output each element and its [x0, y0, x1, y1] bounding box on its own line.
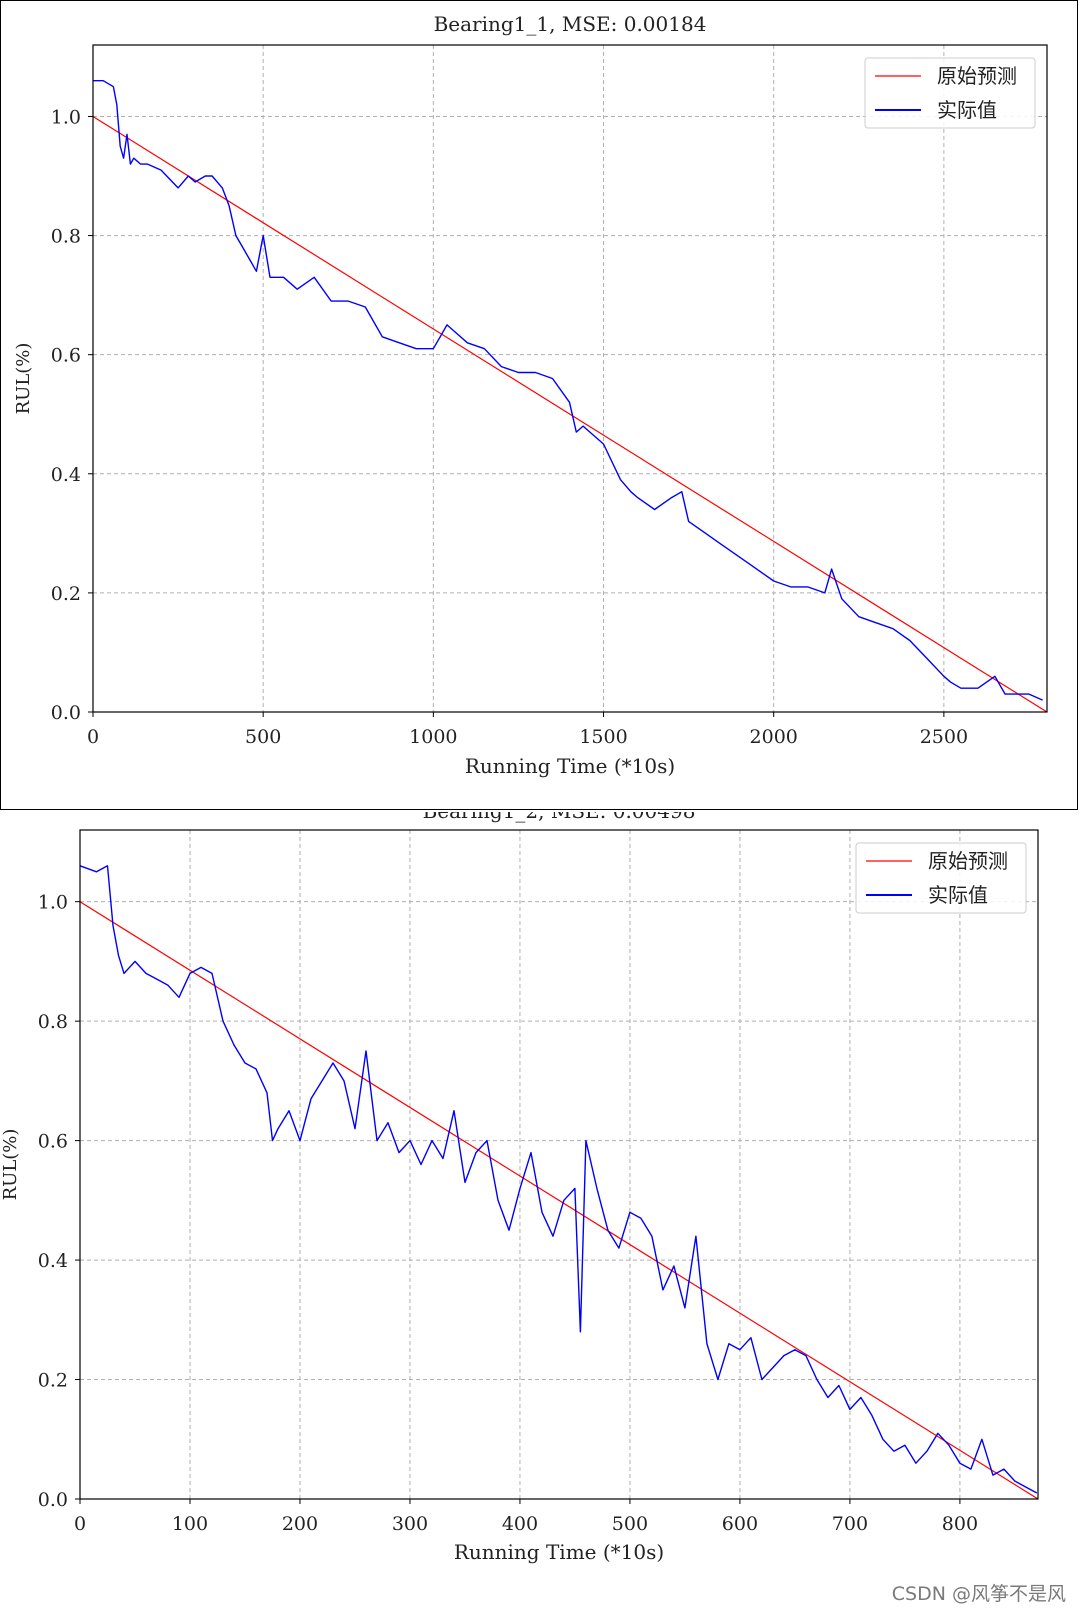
x-tick-label: 600: [722, 1513, 758, 1535]
legend-label: 实际值: [937, 98, 997, 122]
legend-label: 原始预测: [937, 64, 1017, 88]
y-tick-label: 0.0: [51, 702, 81, 724]
x-tick-label: 1500: [579, 726, 627, 748]
series-line-prediction: [92, 115, 1048, 713]
plot-frame: [92, 44, 1048, 713]
y-tick-label: 1.0: [51, 106, 81, 128]
y-tick-label: 0.4: [38, 1250, 68, 1272]
legend-label: 实际值: [928, 883, 988, 907]
x-tick-label: 500: [245, 726, 281, 748]
watermark: CSDN @风筝不是风: [891, 1583, 1066, 1605]
chart-bearing1-1: 0 500 1000 1500 2000 2500 0.0 0.2 0.4 0.6 0.8 1.0 Be…: [13, 12, 1048, 778]
x-tick-label: 400: [502, 1513, 538, 1535]
grid: [93, 45, 1047, 712]
chart-panel-bearing1-1: 0 500 1000 1500 2000 2500 0.0 0.2 0.4 0.6 0.8 1.0 Be…: [0, 0, 1078, 810]
x-tick-label: 500: [612, 1513, 648, 1535]
chart-panel-bearing1-2: 0 100 200 300 400 500 600 700 800 0.0 0.2 0.4 0.6 0.8…: [0, 812, 1080, 1612]
series-line-prediction: [79, 901, 1039, 1500]
y-tick-label: 0.6: [38, 1131, 68, 1153]
y-axis-label: RUL(%): [13, 343, 34, 415]
x-tick-label: 800: [942, 1513, 978, 1535]
y-tick-label: 0.6: [51, 345, 81, 367]
x-tick-label: 100: [172, 1513, 208, 1535]
grid: [80, 830, 1038, 1499]
x-tick-label: 2500: [920, 726, 968, 748]
y-tick-label: 1.0: [38, 892, 68, 914]
series-line-actual: [93, 79, 1043, 701]
y-tick-label: 0.2: [38, 1370, 68, 1392]
x-axis-label: Running Time (*10s): [454, 1540, 664, 1564]
chart-title: Bearing1_2, MSE: 0.00498: [423, 812, 696, 823]
y-tick-label: 0.8: [38, 1011, 68, 1033]
y-tick-label: 0.0: [38, 1489, 68, 1511]
chart-bearing1-2: 0 100 200 300 400 500 600 700 800 0.0 0.2 0.4 0.6 0.8…: [0, 812, 1039, 1564]
x-tick-label: 300: [392, 1513, 428, 1535]
plot-frame: [79, 829, 1039, 1500]
x-tick-label: 1000: [409, 726, 457, 748]
y-tick-label: 0.4: [51, 464, 81, 486]
x-tick-label: 0: [87, 726, 99, 748]
x-tick-label: 2000: [750, 726, 798, 748]
chart-title: Bearing1_1, MSE: 0.00184: [434, 12, 707, 36]
x-axis-label: Running Time (*10s): [465, 754, 675, 778]
legend-label: 原始预测: [928, 849, 1008, 873]
y-axis-label: RUL(%): [0, 1129, 21, 1201]
series-line-actual: [79, 865, 1038, 1494]
x-tick-label: 700: [832, 1513, 868, 1535]
x-tick-label: 0: [74, 1513, 86, 1535]
y-tick-label: 0.8: [51, 226, 81, 248]
y-tick-label: 0.2: [51, 583, 81, 605]
x-tick-label: 200: [282, 1513, 318, 1535]
